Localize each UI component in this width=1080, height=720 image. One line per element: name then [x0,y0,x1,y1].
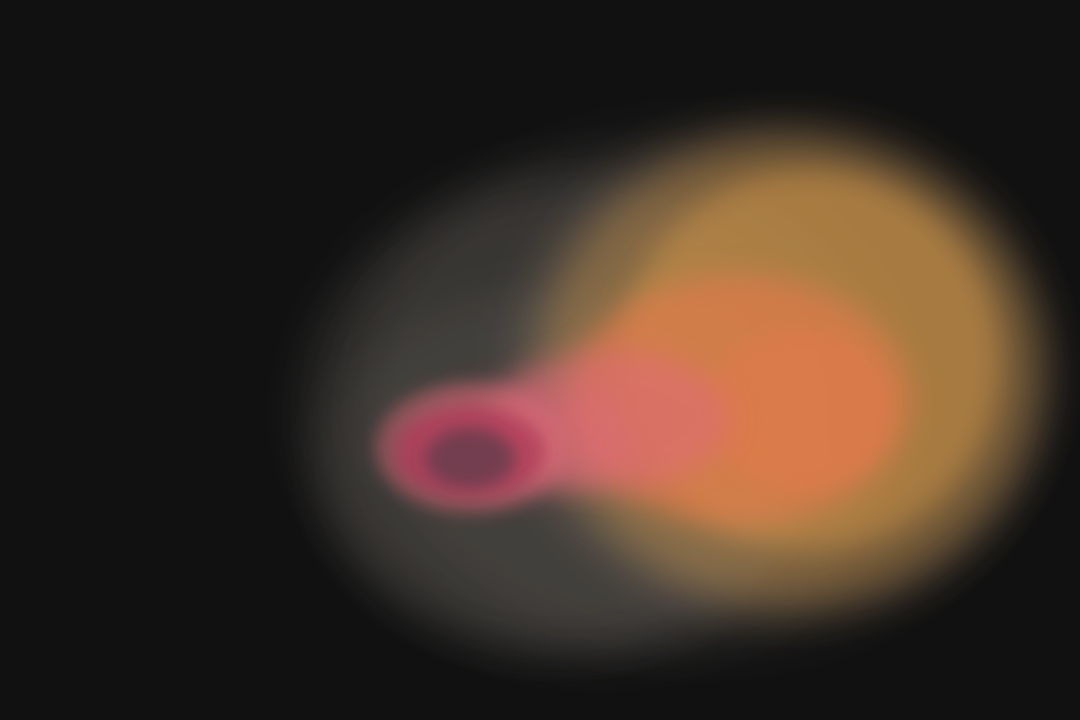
orange-core [710,330,890,490]
nucleus-center [425,428,515,488]
